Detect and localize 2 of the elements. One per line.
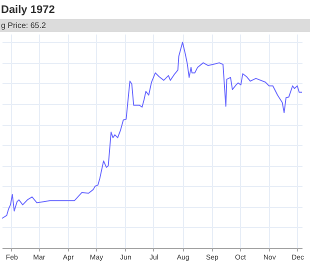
chart-title: Daily 1972 <box>0 3 56 18</box>
text: g Price: 65.2 <box>0 19 310 32</box>
